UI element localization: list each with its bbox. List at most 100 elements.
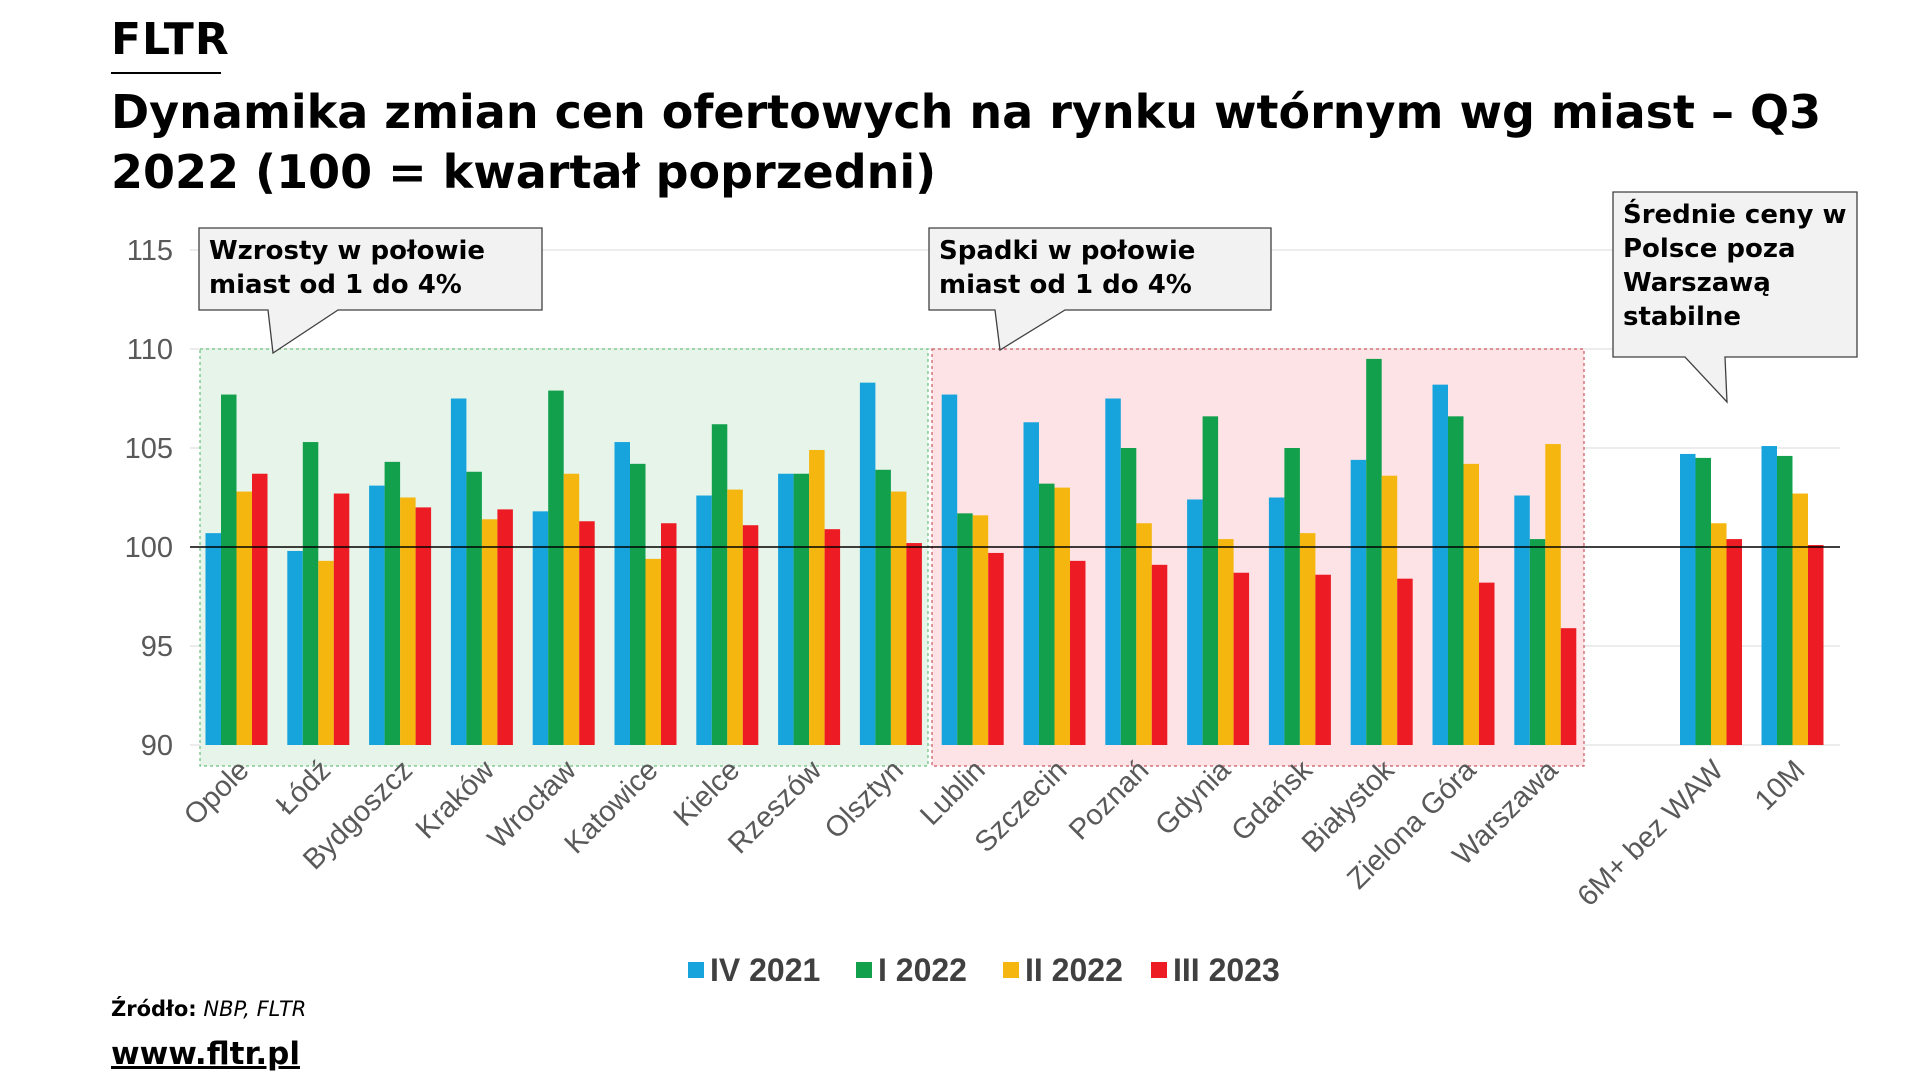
source-label: Źródło: <box>111 997 197 1021</box>
bar <box>318 560 334 745</box>
bar <box>384 461 401 745</box>
legend: IV 2021 I 2022 II 2022 III 2023 <box>0 950 1540 990</box>
decline-callout-text: Spadki w połowie <box>939 236 1195 266</box>
bar <box>1792 493 1808 745</box>
bar <box>711 424 728 745</box>
bar <box>563 473 580 745</box>
chart-title: Dynamika zmian cen ofertowych na rynku w… <box>111 85 1822 199</box>
x-tick-label: 10M <box>1749 754 1812 817</box>
bar <box>481 519 498 745</box>
stable-callout-text: Warszawą <box>1623 268 1771 298</box>
bar <box>957 513 973 745</box>
brand-underline <box>111 72 221 74</box>
bar <box>972 515 989 745</box>
x-tick-label: Olsztyn <box>819 754 910 845</box>
bar <box>1726 539 1742 745</box>
bar <box>1529 539 1546 745</box>
bar <box>532 511 549 745</box>
bar <box>450 398 467 745</box>
growth-callout-shape <box>198 227 543 355</box>
bar <box>1187 499 1203 745</box>
bar <box>1136 523 1152 745</box>
bar <box>661 523 677 745</box>
source-value: NBP, FLTR <box>203 997 307 1021</box>
legend-label: II 2022 <box>1025 951 1123 988</box>
bar <box>252 473 268 745</box>
bar <box>1105 398 1121 745</box>
bar <box>696 495 712 745</box>
y-tick-label: 105 <box>125 433 173 465</box>
bars <box>205 358 1824 745</box>
legend-label: IV 2021 <box>710 951 821 988</box>
growth-callout-text: miast od 1 do 4% <box>209 270 462 300</box>
bar <box>988 552 1004 745</box>
website-link[interactable]: www.fltr.pl <box>111 1036 300 1072</box>
x-tick-label: 6M+ bez WAW <box>1572 754 1731 913</box>
bar <box>1039 483 1055 745</box>
bar <box>302 442 319 745</box>
bar <box>1202 416 1219 745</box>
bar <box>333 493 350 745</box>
bar <box>1397 578 1413 745</box>
legend-swatch <box>856 962 872 978</box>
bar <box>1479 582 1495 745</box>
bar <box>1761 446 1777 745</box>
growth-callout-text: Wzrosty w połowie <box>209 236 485 266</box>
bar <box>1432 384 1448 745</box>
bar <box>1151 564 1168 745</box>
bar <box>287 550 303 745</box>
bar <box>645 558 661 745</box>
bar <box>1268 497 1285 745</box>
bar <box>1023 422 1039 745</box>
bar <box>221 394 237 745</box>
bar <box>1299 533 1316 745</box>
bar <box>614 442 630 745</box>
legend-label: I 2022 <box>878 951 967 988</box>
bar <box>1808 545 1824 745</box>
bar <box>466 471 482 745</box>
bar <box>1381 475 1398 745</box>
stable-callout: Średnie ceny w Polsce poza Warszawą stabiln… <box>1612 191 1858 404</box>
legend-item: III 2023 <box>1151 950 1280 990</box>
legend-item: II 2022 <box>1003 950 1123 990</box>
y-tick-label: 115 <box>127 235 173 267</box>
bar <box>941 394 958 745</box>
bar <box>1120 448 1137 745</box>
bar <box>579 521 595 745</box>
x-tick-label: Gdynia <box>1149 754 1237 842</box>
x-tick-label: Poznań <box>1063 754 1155 846</box>
bar <box>1315 574 1331 745</box>
legend-item: IV 2021 <box>688 950 820 990</box>
stable-callout-text: Polsce poza <box>1623 234 1796 264</box>
bar <box>1350 459 1367 745</box>
y-tick-label: 100 <box>125 532 173 564</box>
bar <box>369 485 385 745</box>
decline-callout-text: miast od 1 do 4% <box>939 270 1192 300</box>
legend-swatch <box>688 962 704 978</box>
bar <box>1777 455 1793 745</box>
bar <box>1514 495 1530 745</box>
brand-logo: FLTR <box>111 14 230 65</box>
bar <box>890 491 907 745</box>
bar <box>1711 523 1727 745</box>
bar <box>859 382 876 745</box>
bar <box>548 390 564 745</box>
stable-callout-text: Średnie ceny w <box>1623 198 1846 230</box>
bar <box>824 529 841 745</box>
bar <box>400 497 416 745</box>
legend-swatch <box>1003 962 1019 978</box>
bar <box>1463 463 1479 745</box>
y-tick-label: 110 <box>127 334 173 366</box>
source-note: Źródło: NBP, FLTR <box>111 997 306 1021</box>
decline-callout: Spadki w połowie miast od 1 do 4% <box>928 227 1272 352</box>
bar <box>1560 628 1577 745</box>
bar <box>1680 453 1696 745</box>
bar <box>742 525 759 745</box>
bar <box>1545 444 1561 745</box>
decline-callout-shape <box>928 227 1272 352</box>
bar <box>875 469 891 745</box>
bar <box>1070 560 1086 745</box>
stable-callout-text: stabilne <box>1623 302 1741 332</box>
